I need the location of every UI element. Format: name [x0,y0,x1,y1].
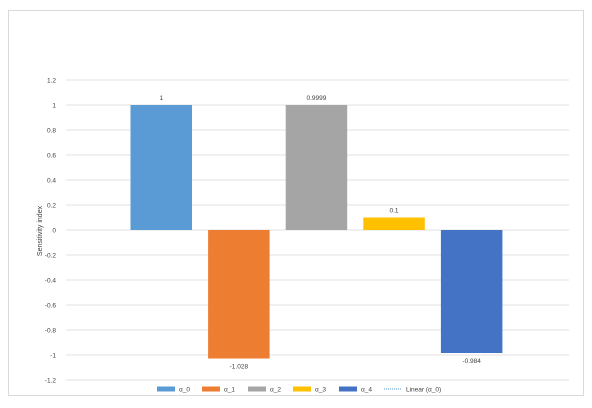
bar-4 [440,230,503,353]
y-tick-label: -0.6 [45,302,57,309]
y-tick-label: 0.8 [47,127,56,134]
legend-label-3: α_3 [315,386,326,393]
y-axis-ticks: 1.2 1 0.8 0.6 0.4 0.2 0 -0.2 -0.4 -0.6 -0.8 -1 -1.2 [45,77,57,384]
legend-label-4: α_4 [361,386,372,393]
data-label-2: 0.9999 [307,95,327,102]
data-labels: 1 -1.028 0.9999 0.1 -0.984 [159,95,481,371]
bar-2 [285,105,348,230]
bar-0 [130,105,192,230]
chart-area: 1.2 1 0.8 0.6 0.4 0.2 0 -0.2 -0.4 -0.6 -0.8 -1 -1.2 … [8,10,584,396]
y-tick-label: -1.2 [45,377,57,384]
data-label-4: -0.984 [462,358,481,365]
y-tick-label: -0.4 [45,277,57,284]
legend-swatch-4 [339,386,357,392]
y-tick-label: 0.6 [47,152,56,159]
sensitivity-bar-chart: 1.210.80.60.40.20-0.2-0.4-0.6-0.8-1-1.2 … [37,77,569,393]
y-tick-label: 1 [52,102,56,109]
legend-swatch-1 [202,386,220,392]
legend-swatch-0 [157,386,175,392]
data-label-3: 0.1 [390,208,399,215]
legend: α_0 α_1 α_2 α_3 α_4 Linear (α_0) [157,386,441,393]
y-axis-title: Sensitivity index [37,205,44,256]
bar-1 [208,230,270,359]
data-label-1: -1.028 [230,364,249,371]
y-tick-label: 1.2 [47,77,56,84]
y-tick-label: 0.4 [47,177,56,184]
data-label-0: 1 [159,95,163,102]
y-tick-label: -1 [50,352,56,359]
legend-label-1: α_1 [224,386,235,393]
legend-swatch-2 [248,386,266,392]
legend-swatch-3 [293,386,311,392]
legend-label-2: α_2 [270,386,281,393]
y-tick-label: 0 [52,227,56,234]
bar-3 [363,217,425,230]
y-tick-label: -0.8 [45,327,57,334]
bars [130,105,503,359]
y-tick-label: -0.2 [45,252,57,259]
legend-label-0: α_0 [179,386,190,393]
y-tick-label: 0.2 [47,202,56,209]
legend-label-trendline: Linear (α_0) [406,386,441,393]
